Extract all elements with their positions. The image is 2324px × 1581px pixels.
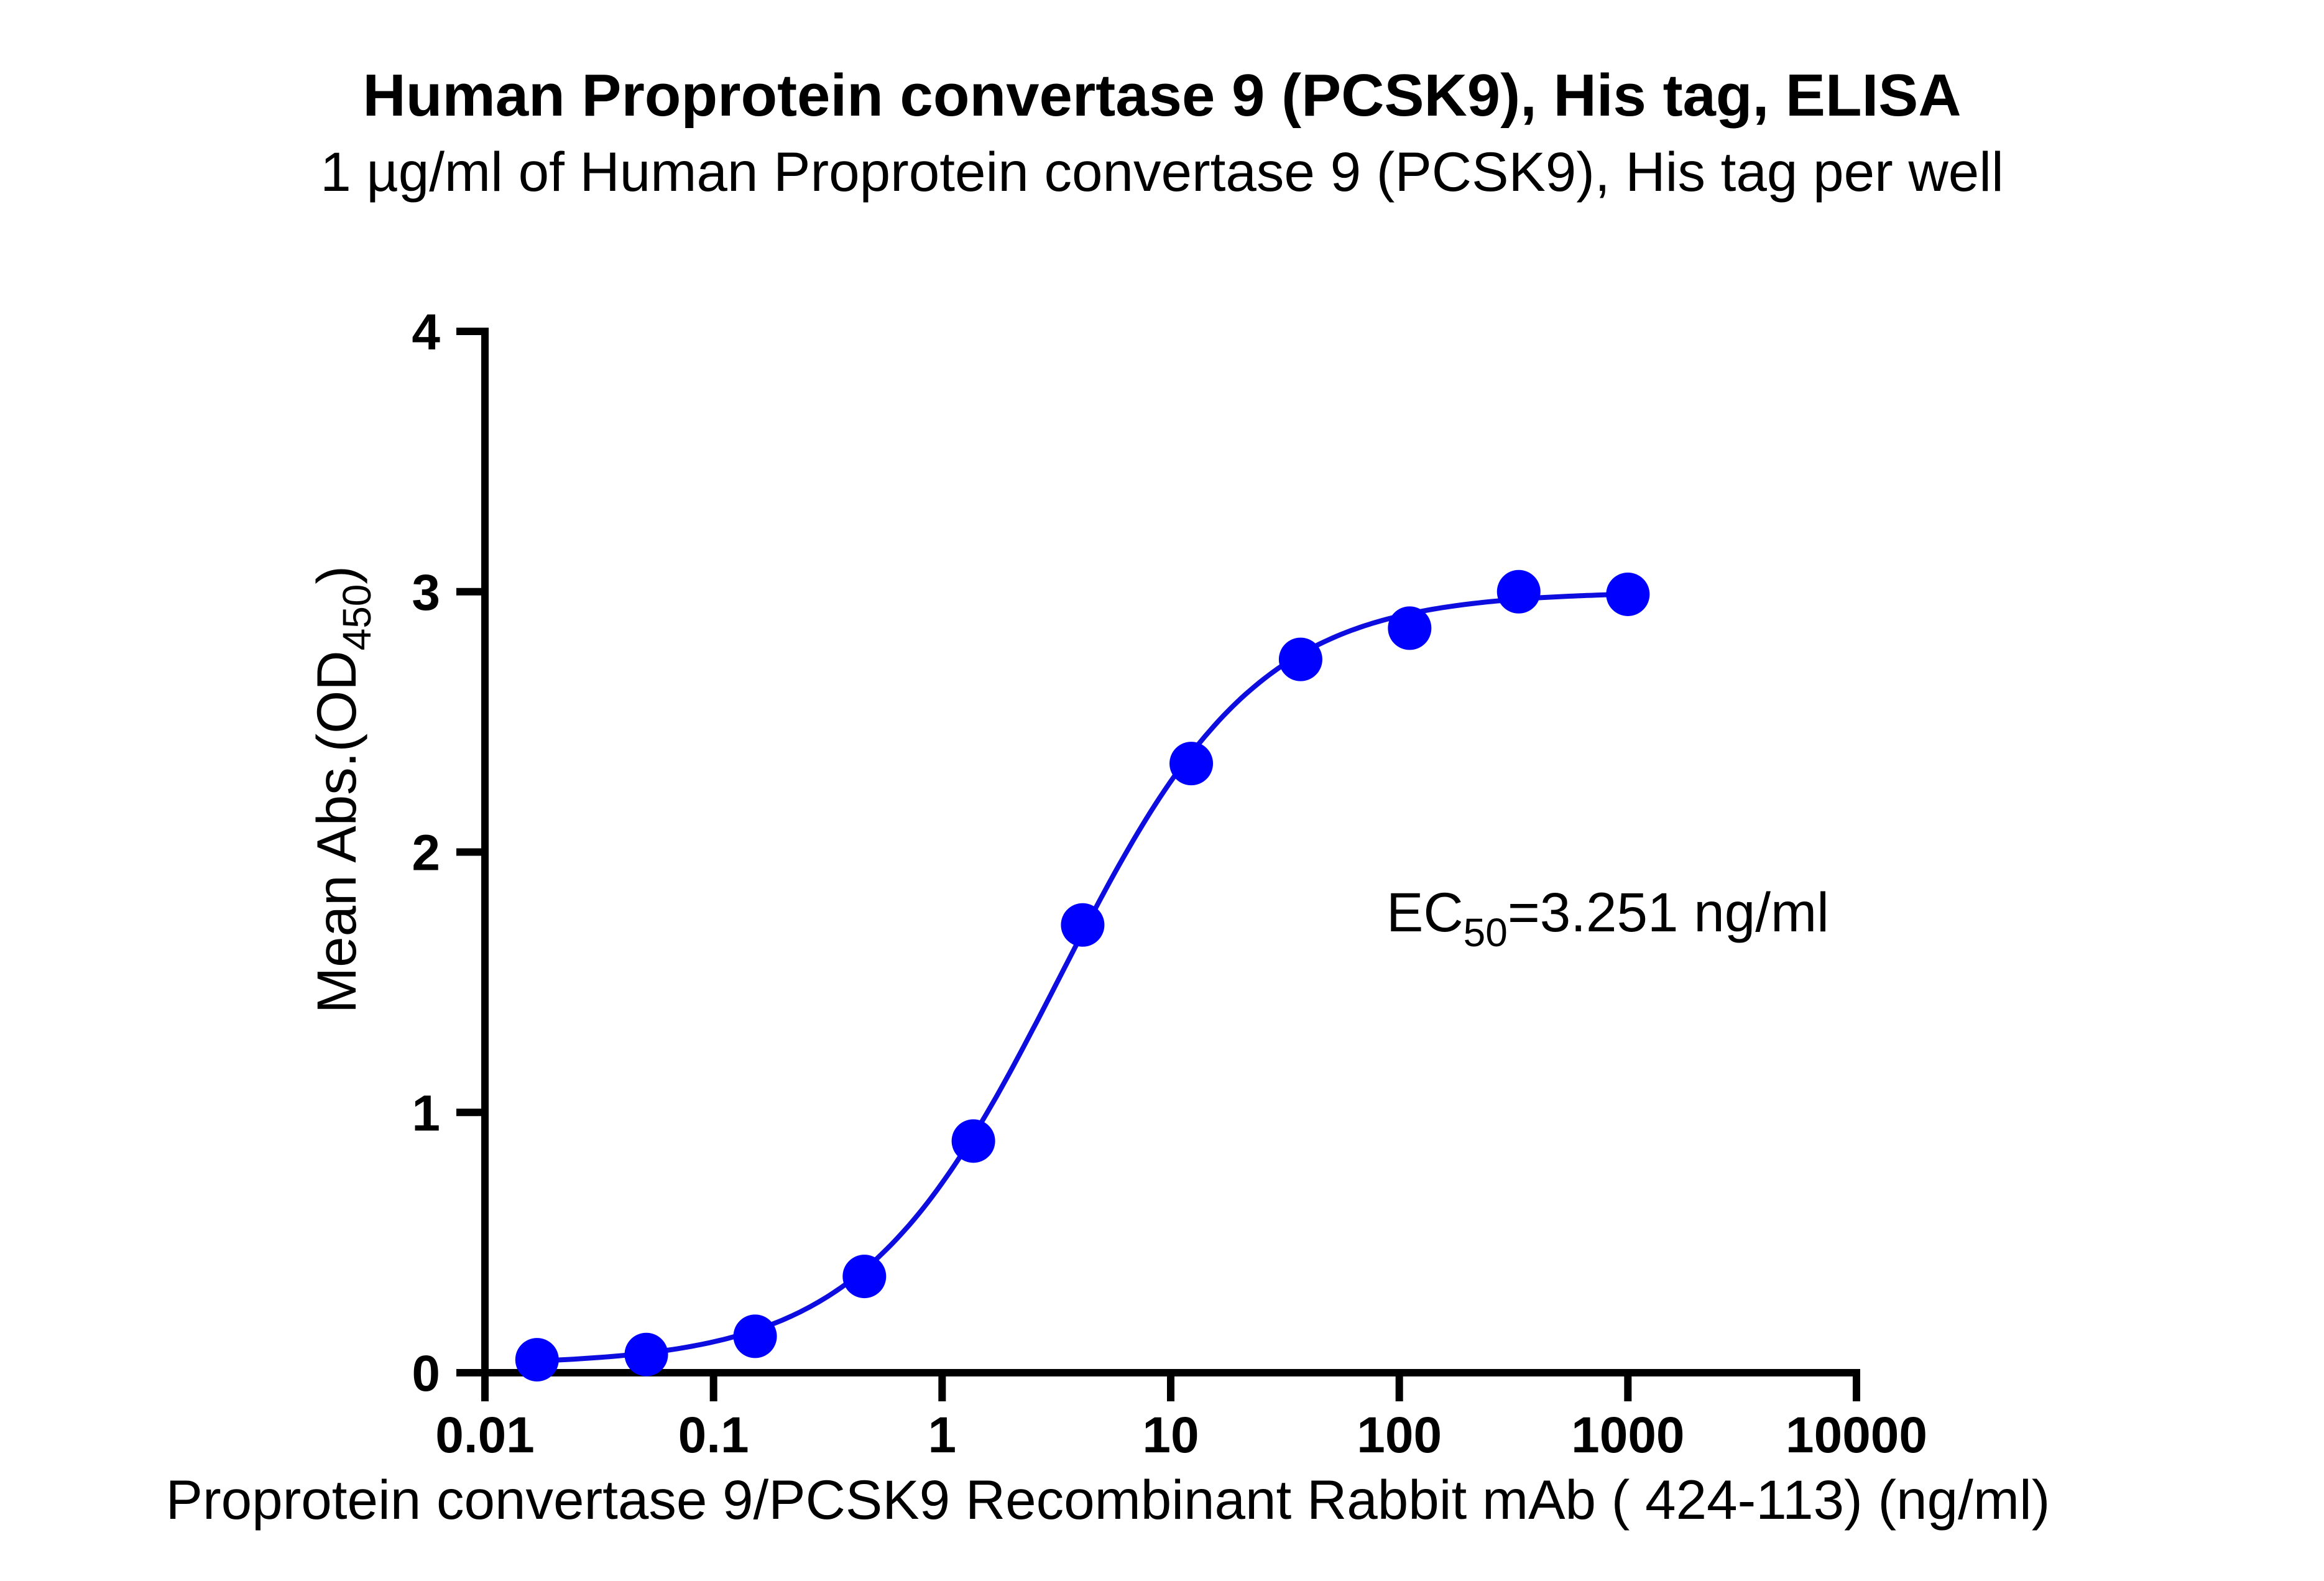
x-axis-ticks: 0.01 0.1 1 10 100 1000 10000 [435,1373,1927,1463]
y-tick-label: 0 [412,1345,440,1402]
y-tick-label: 1 [412,1085,440,1141]
data-point [1496,569,1541,614]
chart-subtitle: 1 µg/ml of Human Proprotein convertase 9… [320,141,2004,203]
data-point [1169,742,1214,786]
y-axis-label-subscript: 450 [334,584,379,651]
y-tick-label: 4 [412,304,440,361]
data-point [842,1255,887,1299]
y-tick-label: 2 [412,825,440,882]
ec50-prefix: EC [1386,881,1464,943]
chart-title: Human Proprotein convertase 9 (PCSK9), H… [362,62,1961,129]
ec50-annotation: EC50=3.251 ng/ml [1386,881,1829,955]
data-point [951,1119,995,1163]
ec50-value: =3.251 ng/ml [1508,881,1829,943]
x-axis-label: Proprotein convertase 9/PCSK9 Recombinan… [166,1468,2050,1531]
data-point [1278,637,1322,681]
data-points [515,569,1650,1382]
y-tick-label: 3 [412,565,440,621]
y-axis-label-main: Mean Abs.(OD [305,650,367,1013]
data-point [624,1332,668,1376]
axes [481,328,1860,1376]
x-tick-label: 10000 [1786,1407,1927,1463]
x-tick-label: 10 [1142,1407,1199,1463]
data-point [1388,606,1432,650]
x-tick-label: 1 [928,1407,957,1463]
x-tick-label: 100 [1357,1407,1442,1463]
data-point [1606,572,1650,616]
y-axis-label: Mean Abs.(OD450) [305,566,379,1013]
data-point [1061,903,1105,947]
x-tick-label: 0.1 [678,1407,749,1463]
y-axis-ticks: 0 1 2 3 4 [412,304,485,1402]
x-tick-label: 1000 [1571,1407,1684,1463]
y-axis-label-end: ) [305,566,367,584]
x-tick-label: 0.01 [435,1407,535,1463]
data-point [733,1314,777,1358]
fit-curve [537,591,1628,1363]
data-point [515,1338,559,1382]
ec50-subscript: 50 [1464,910,1508,955]
